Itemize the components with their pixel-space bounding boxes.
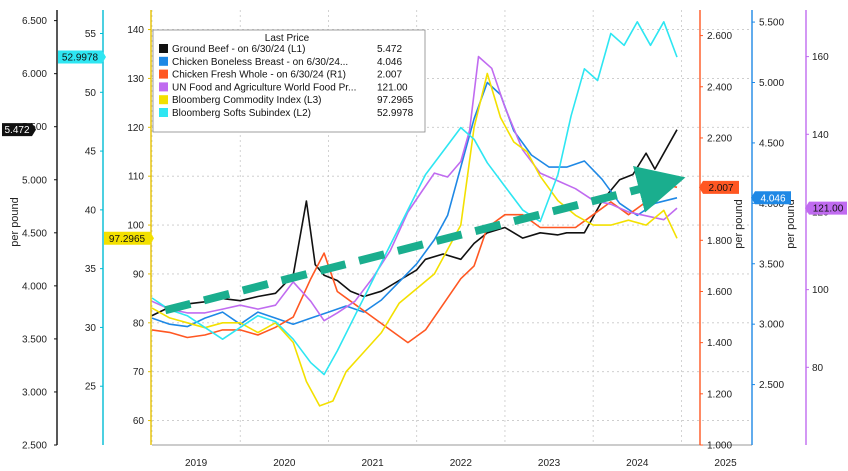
- y-tick-label-R3: 80: [812, 363, 824, 374]
- last-value-badge-bcom: [104, 231, 154, 245]
- y-tick-label-R1: 2.200: [707, 133, 732, 144]
- y-tick-label-L3: 100: [127, 221, 144, 232]
- legend-label-chicken_whole: Chicken Fresh Whole - on 6/30/24 (R1): [172, 70, 346, 81]
- x-tick-label: 2024: [626, 458, 649, 469]
- legend-box: [152, 29, 426, 133]
- legend-swatch-beef: [159, 44, 168, 53]
- y-tick-label-L3: 110: [128, 172, 144, 183]
- y-tick-label-L3: 130: [127, 74, 144, 85]
- y-tick-label-L1: 3.000: [22, 387, 47, 398]
- y-tick-label-L1: 6.000: [22, 69, 47, 80]
- series-line-chicken_whole: [151, 183, 678, 344]
- legend-value-bcom: 97.2965: [377, 95, 414, 106]
- y-tick-label-L1: 6.500: [22, 16, 47, 27]
- y-tick-label-L2: 45: [85, 147, 97, 158]
- trend-arrow-layer: [164, 166, 686, 315]
- last-value-label-bcom: 97.2965: [109, 234, 146, 245]
- y-tick-label-R1: 1.000: [707, 441, 732, 452]
- last-value-badge-softs: [58, 50, 106, 64]
- y-tick-label-L1: 4.500: [22, 228, 47, 239]
- series-line-bcom: [151, 72, 678, 407]
- legend-swatch-softs: [159, 108, 168, 117]
- legend-label-fao: UN Food and Agriculture World Food Pr...: [172, 82, 356, 93]
- legend-label-chicken_breast: Chicken Boneless Breast - on 6/30/24...: [172, 57, 348, 68]
- last-value-label-chicken_whole: 2.007: [708, 183, 733, 194]
- x-tick-label: 2025: [714, 458, 737, 469]
- y-tick-label-L2: 35: [85, 264, 97, 275]
- series-layer: [151, 20, 678, 407]
- y-tick-label-L1: 5.000: [22, 175, 47, 186]
- legend-swatch-bcom: [159, 95, 168, 105]
- y-tick-label-L2: 55: [85, 29, 97, 40]
- trend-arrow: [164, 166, 686, 315]
- y-tick-label-R2: 5.500: [759, 18, 784, 29]
- series-line-softs: [151, 20, 678, 376]
- y-tick-label-L1: 4.000: [22, 281, 47, 292]
- y-tick-label-R1: 1.400: [707, 338, 732, 349]
- legend-value-fao: 121.00: [377, 82, 408, 93]
- y-tick-label-L3: 90: [133, 269, 145, 280]
- x-tick-label: 2022: [450, 458, 473, 469]
- last-value-label-chicken_breast: 4.046: [760, 193, 785, 204]
- y-tick-label-R1: 1.600: [707, 287, 732, 298]
- x-tick-label: 2023: [538, 458, 561, 469]
- y-tick-label-R1: 2.600: [707, 31, 732, 42]
- legend-value-softs: 52.9978: [377, 108, 414, 119]
- y-axis-title-L1: per pound: [9, 197, 21, 247]
- legend-label-beef: Ground Beef - on 6/30/24 (L1): [172, 44, 305, 55]
- y-tick-label-R2: 5.000: [759, 78, 784, 89]
- last-value-badge-chicken_breast: [751, 191, 791, 205]
- y-tick-label-L1: 2.500: [22, 441, 47, 452]
- last-value-badge-beef: [2, 123, 36, 137]
- y-tick-label-R1: 1.200: [707, 389, 732, 400]
- y-tick-label-L3: 120: [127, 123, 144, 134]
- legend-value-chicken_whole: 2.007: [377, 70, 402, 81]
- y-tick-label-R3: 140: [812, 130, 829, 141]
- y-tick-label-L1: 3.500: [22, 334, 47, 345]
- last-value-badge-fao: [805, 201, 847, 215]
- series-line-chicken_breast: [151, 81, 678, 328]
- last-value-badge-chicken_whole: [699, 180, 739, 194]
- x-tick-label: 2021: [361, 458, 384, 469]
- y-tick-label-L2: 25: [85, 382, 97, 393]
- legend-label-softs: Bloomberg Softs Subindex (L2): [172, 108, 311, 119]
- last-value-label-fao: 121.00: [813, 204, 844, 215]
- y-tick-label-R1: 1.800: [707, 236, 732, 247]
- y-tick-label-R2: 4.500: [759, 138, 784, 149]
- y-tick-label-R2: 3.000: [759, 320, 784, 331]
- x-tick-label: 2019: [185, 458, 208, 469]
- y-tick-label-R2: 3.500: [759, 259, 784, 270]
- y-tick-label-R2: 4.000: [759, 199, 784, 210]
- y-tick-label-L2: 50: [85, 88, 97, 99]
- legend-title: Last Price: [265, 33, 310, 44]
- legend-swatch-fao: [159, 82, 168, 92]
- last-value-label-beef: 5.472: [4, 125, 29, 136]
- y-tick-label-R3: 160: [812, 52, 829, 63]
- y-axis-title-R1: per pound: [733, 199, 745, 249]
- y-tick-label-L3: 80: [133, 318, 145, 329]
- legend-value-beef: 5.472: [377, 44, 402, 55]
- legend-swatch-chicken_whole: [159, 69, 168, 79]
- y-tick-label-R3: 100: [812, 285, 829, 296]
- y-tick-label-R1: 2.400: [707, 82, 732, 93]
- legend-swatch-chicken_breast: [159, 56, 168, 66]
- x-tick-label: 2020: [273, 458, 296, 469]
- series-line-beef: [151, 129, 678, 317]
- y-tick-label-L3: 140: [127, 25, 144, 36]
- legend-value-chicken_breast: 4.046: [377, 57, 402, 68]
- y-tick-label-L3: 60: [133, 416, 145, 427]
- y-tick-label-L2: 30: [85, 323, 97, 334]
- y-tick-label-R2: 2.500: [759, 380, 784, 391]
- legend-label-bcom: Bloomberg Commodity Index (L3): [172, 95, 322, 106]
- series-line-fao: [151, 55, 678, 322]
- y-axis-title-R2: per pound: [785, 199, 797, 249]
- last-value-label-softs: 52.9978: [62, 53, 99, 64]
- y-tick-label-L3: 70: [133, 367, 145, 378]
- y-tick-label-L2: 40: [85, 205, 97, 216]
